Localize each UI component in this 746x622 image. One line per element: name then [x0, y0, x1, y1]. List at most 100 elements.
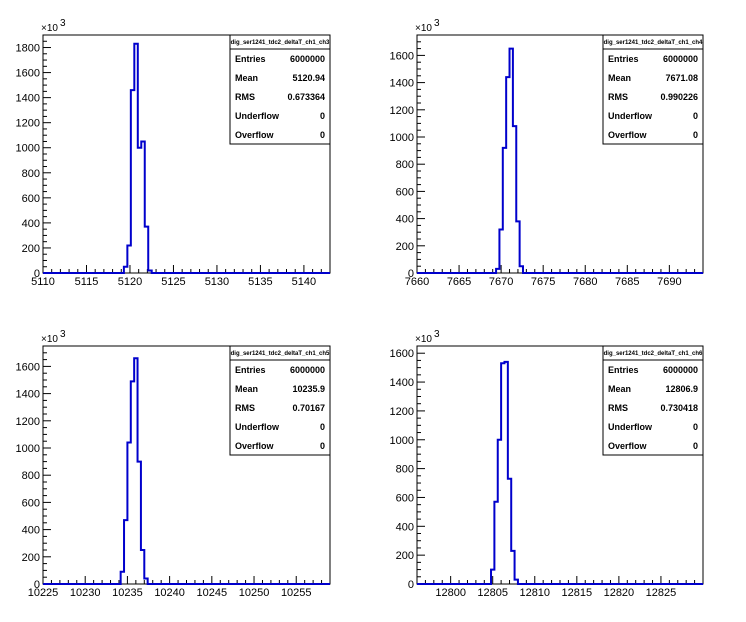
x-tick-label: 5140: [292, 276, 316, 288]
y-tick-label: 200: [22, 243, 40, 255]
y-tick-label: 600: [396, 492, 414, 504]
y-tick-label: 0: [34, 579, 40, 591]
stats-label: Overflow: [608, 441, 648, 451]
x-tick-label: 7665: [447, 276, 471, 288]
x-tick-label: 7685: [615, 276, 639, 288]
y-tick-label: 1200: [390, 105, 414, 117]
stats-label: Mean: [235, 384, 258, 394]
histogram-line: [417, 360, 703, 585]
y-exponent-label: ×10: [41, 23, 58, 34]
stats-value: 0.673364: [287, 92, 325, 102]
histogram-name: dig_ser1241_tdc2_deltaT_ch1_ch3: [231, 40, 330, 46]
x-tick-label: 10235: [112, 587, 143, 599]
y-tick-label: 800: [396, 464, 414, 476]
y-tick-label: 200: [396, 241, 414, 253]
y-tick-label: 0: [408, 579, 414, 591]
x-tick-label: 5120: [118, 276, 142, 288]
stats-value: 0: [320, 111, 325, 121]
x-tick-label: 10225: [28, 587, 59, 599]
y-tick-label: 1400: [16, 93, 40, 105]
y-tick-label: 200: [22, 552, 40, 564]
y-exponent-power: 3: [434, 18, 440, 29]
y-tick-label: 1400: [16, 389, 40, 401]
stats-label: RMS: [608, 403, 628, 413]
x-tick-label: 7690: [657, 276, 681, 288]
x-tick-label: 7680: [573, 276, 597, 288]
x-tick-label: 5130: [205, 276, 229, 288]
stats-value: 0: [693, 441, 698, 451]
x-tick-label: 12825: [646, 587, 677, 599]
y-tick-label: 1400: [390, 78, 414, 90]
histogram-line: [43, 357, 330, 585]
y-exponent-power: 3: [60, 329, 66, 340]
y-tick-label: 800: [22, 470, 40, 482]
histogram-panel: ×10 3 0 200 400 600 800 1000 1200 1400 1600 1800 511…: [16, 18, 331, 288]
y-tick-label: 1200: [16, 118, 40, 130]
y-exponent-power: 3: [434, 329, 440, 340]
stats-box: [602, 345, 704, 456]
y-tick-label: 400: [396, 521, 414, 533]
x-tick-label: 5135: [248, 276, 272, 288]
stats-value: 0: [693, 130, 698, 140]
histogram-name: dig_ser1241_tdc2_deltaT_ch1_ch6: [604, 351, 703, 357]
y-tick-label: 800: [396, 159, 414, 171]
y-exponent-label: ×10: [415, 23, 432, 34]
stats-box: [602, 34, 704, 145]
y-tick-label: 0: [408, 268, 414, 280]
x-tick-label: 12805: [477, 587, 508, 599]
histogram-panel: ×10 3 0 200 400 600 800 1000 1200 1400 1600 7660 766…: [390, 18, 704, 288]
stats-value: 0: [693, 422, 698, 432]
histogram-panel: ×10 3 0 200 400 600 800 1000 1200 1400 1600 12800 12…: [390, 329, 704, 599]
y-tick-label: 1000: [390, 132, 414, 144]
stats-value: 0: [320, 422, 325, 432]
x-tick-label: 10250: [239, 587, 270, 599]
histogram-name: dig_ser1241_tdc2_deltaT_ch1_ch5: [231, 351, 330, 357]
x-tick-label: 12810: [519, 587, 550, 599]
y-tick-label: 1000: [390, 435, 414, 447]
histogram-bin: [138, 148, 141, 273]
histogram-line: [43, 42, 330, 274]
y-tick-label: 1400: [390, 377, 414, 389]
stats-value: 6000000: [290, 365, 325, 375]
stats-value: 6000000: [290, 54, 325, 64]
stats-value: 10235.9: [292, 384, 325, 394]
x-tick-label: 10245: [197, 587, 228, 599]
stats-label: Mean: [608, 73, 631, 83]
x-tick-label: 5110: [31, 276, 55, 288]
stats-label: Underflow: [235, 422, 280, 432]
x-tick-label: 7675: [531, 276, 555, 288]
stats-value: 12806.9: [665, 384, 698, 394]
y-tick-label: 600: [22, 193, 40, 205]
y-tick-label: 600: [22, 497, 40, 509]
x-tick-label: 7660: [405, 276, 429, 288]
stats-value: 0: [693, 111, 698, 121]
x-tick-label: 10240: [154, 587, 185, 599]
stats-label: Overflow: [235, 130, 275, 140]
histogram-line: [417, 47, 703, 274]
y-tick-label: 800: [22, 168, 40, 180]
y-tick-label: 1200: [16, 416, 40, 428]
y-tick-label: 400: [22, 525, 40, 537]
stats-label: Overflow: [608, 130, 648, 140]
stats-value: 0: [320, 441, 325, 451]
y-tick-label: 1800: [16, 43, 40, 55]
y-tick-label: 1000: [16, 443, 40, 455]
x-tick-label: 12820: [604, 587, 635, 599]
stats-label: RMS: [608, 92, 628, 102]
x-tick-label: 12815: [562, 587, 593, 599]
histogram-name: dig_ser1241_tdc2_deltaT_ch1_ch4: [604, 40, 703, 46]
y-exponent-label: ×10: [41, 334, 58, 345]
stats-value: 5120.94: [292, 73, 325, 83]
y-exponent-power: 3: [60, 18, 66, 29]
stats-value: 6000000: [663, 54, 698, 64]
stats-value: 6000000: [663, 365, 698, 375]
x-tick-label: 7670: [489, 276, 513, 288]
stats-value: 7671.08: [665, 73, 698, 83]
y-tick-label: 600: [396, 186, 414, 198]
stats-label: RMS: [235, 92, 255, 102]
stats-label: Entries: [608, 54, 639, 64]
stats-label: Entries: [235, 54, 266, 64]
y-tick-label: 400: [22, 218, 40, 230]
y-tick-label: 1600: [390, 348, 414, 360]
